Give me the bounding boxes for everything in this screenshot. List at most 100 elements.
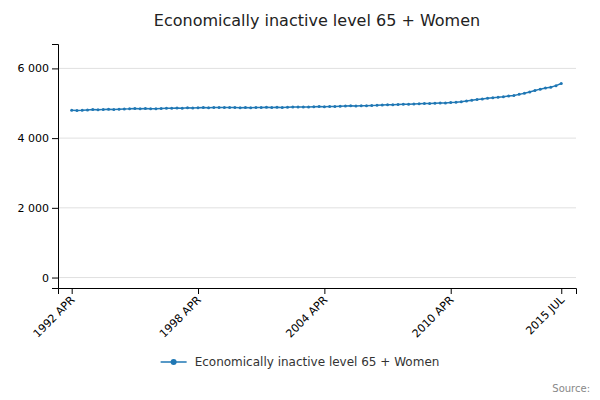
data-point — [223, 106, 226, 109]
data-point — [291, 106, 294, 109]
x-tick-mark — [72, 288, 73, 294]
data-point — [186, 106, 189, 109]
data-point — [444, 101, 447, 104]
data-point — [476, 98, 479, 101]
y-tick-label: 4 000 — [18, 132, 50, 145]
y-tick: 0 — [42, 272, 58, 285]
data-point — [360, 104, 363, 107]
x-axis-line — [59, 289, 577, 295]
data-point — [481, 97, 484, 100]
data-point — [328, 105, 331, 108]
data-point — [470, 99, 473, 102]
data-point — [212, 106, 215, 109]
data-point — [386, 103, 389, 106]
y-axis-line — [52, 45, 59, 289]
data-point — [86, 108, 89, 111]
data-point — [202, 106, 205, 109]
x-tick-label: 2015 JUL — [523, 293, 567, 337]
legend: Economically inactive level 65 + Women — [161, 355, 440, 369]
x-tick: 2004 APR — [283, 288, 330, 340]
y-tick-mark — [52, 68, 58, 69]
y-tick-label: 2 000 — [18, 202, 50, 215]
x-tick-label: 1992 APR — [31, 293, 78, 340]
data-point — [133, 107, 136, 110]
data-point — [197, 106, 200, 109]
data-point — [244, 106, 247, 109]
data-point — [554, 84, 557, 87]
data-point — [281, 106, 284, 109]
y-tick-mark — [52, 138, 58, 139]
data-point — [318, 105, 321, 108]
data-point — [102, 108, 105, 111]
data-point — [428, 102, 431, 105]
data-point — [333, 105, 336, 108]
data-point — [344, 105, 347, 108]
series-line — [72, 84, 562, 111]
data-point — [70, 109, 73, 112]
y-tick-mark — [52, 278, 58, 279]
data-point — [128, 107, 131, 110]
data-point — [433, 102, 436, 105]
data-point — [507, 95, 510, 98]
data-point — [233, 106, 236, 109]
data-point — [349, 104, 352, 107]
data-point — [154, 107, 157, 110]
x-tick: 1992 APR — [31, 288, 78, 340]
data-point — [181, 107, 184, 110]
data-point — [265, 106, 268, 109]
data-point — [218, 106, 221, 109]
grid-line — [58, 207, 576, 208]
x-tick-mark — [324, 288, 325, 294]
data-point — [97, 108, 100, 111]
data-point — [302, 106, 305, 109]
data-point — [260, 106, 263, 109]
plot-area — [70, 82, 563, 112]
x-tick: 2015 JUL — [523, 288, 567, 337]
data-point — [165, 107, 168, 110]
legend-item: Economically inactive level 65 + Women — [161, 355, 440, 369]
data-point — [144, 107, 147, 110]
legend-label: Economically inactive level 65 + Women — [195, 355, 440, 369]
data-point — [81, 109, 84, 112]
data-point — [502, 95, 505, 98]
data-point — [439, 102, 442, 105]
data-point — [191, 106, 194, 109]
y-tick: 4 000 — [18, 132, 59, 145]
y-tick: 6 000 — [18, 62, 59, 75]
annotation: Source: — [552, 383, 590, 394]
data-point — [465, 99, 468, 102]
data-point — [275, 106, 278, 109]
data-point — [407, 103, 410, 106]
y-tick: 2 000 — [18, 202, 59, 215]
x-tick: 2010 APR — [410, 288, 457, 340]
data-point — [228, 106, 231, 109]
data-point — [449, 101, 452, 104]
data-point — [512, 94, 515, 97]
data-point — [381, 104, 384, 107]
data-point — [239, 106, 242, 109]
data-point — [497, 96, 500, 99]
data-point — [418, 102, 421, 105]
chart-title: Economically inactive level 65 + Women — [154, 11, 480, 30]
data-point — [544, 87, 547, 90]
grid-line — [58, 68, 576, 69]
data-point — [139, 107, 142, 110]
data-point — [539, 88, 542, 91]
data-point — [75, 109, 78, 112]
y-tick-mark — [52, 208, 58, 209]
data-point — [402, 103, 405, 106]
data-point — [270, 106, 273, 109]
data-point — [254, 106, 257, 109]
data-point — [397, 103, 400, 106]
x-tick: 1998 APR — [157, 288, 204, 340]
data-point — [175, 106, 178, 109]
data-point — [91, 108, 94, 111]
data-point — [112, 108, 115, 111]
chart: 1992 APR 1998 APR 2004 APR 2010 APR 2015 JUL… — [0, 0, 600, 400]
x-tick-mark — [561, 288, 562, 294]
data-point — [370, 104, 373, 107]
data-point — [454, 101, 457, 104]
data-point — [365, 104, 368, 107]
data-point — [423, 102, 426, 105]
data-point — [118, 108, 121, 111]
